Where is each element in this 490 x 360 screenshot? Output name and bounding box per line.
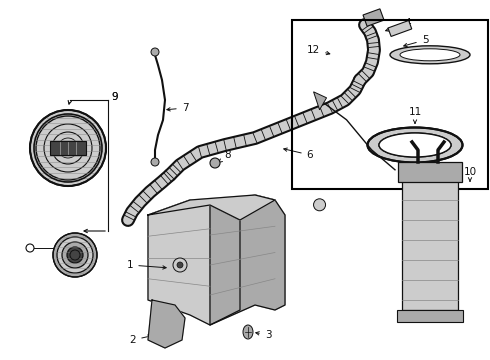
Circle shape bbox=[210, 158, 220, 168]
Circle shape bbox=[151, 158, 159, 166]
Text: 9: 9 bbox=[112, 92, 118, 102]
Ellipse shape bbox=[400, 49, 460, 61]
Text: 3: 3 bbox=[256, 330, 271, 340]
Circle shape bbox=[70, 250, 80, 260]
Circle shape bbox=[177, 262, 183, 268]
Bar bbox=[397, 310, 463, 322]
Polygon shape bbox=[148, 200, 240, 325]
Bar bbox=[363, 9, 384, 26]
Text: 2: 2 bbox=[130, 335, 151, 345]
Text: 5: 5 bbox=[404, 35, 428, 47]
Circle shape bbox=[52, 132, 84, 164]
Circle shape bbox=[58, 138, 78, 158]
Text: 10: 10 bbox=[464, 167, 477, 177]
Text: 4: 4 bbox=[386, 18, 411, 31]
Circle shape bbox=[151, 48, 159, 56]
Bar bbox=[398, 162, 462, 182]
Bar bbox=[292, 20, 488, 189]
Circle shape bbox=[314, 199, 325, 211]
Ellipse shape bbox=[243, 325, 253, 339]
Circle shape bbox=[53, 233, 97, 277]
Text: 6: 6 bbox=[284, 148, 313, 160]
Polygon shape bbox=[210, 195, 285, 325]
Text: 1: 1 bbox=[127, 260, 166, 270]
Ellipse shape bbox=[368, 127, 463, 162]
Circle shape bbox=[67, 247, 83, 263]
Circle shape bbox=[30, 110, 106, 186]
Text: 9: 9 bbox=[112, 92, 118, 102]
Circle shape bbox=[44, 124, 92, 172]
Bar bbox=[388, 21, 412, 36]
Text: 7: 7 bbox=[167, 103, 188, 113]
Circle shape bbox=[36, 116, 100, 180]
Bar bbox=[402, 180, 458, 310]
Circle shape bbox=[173, 258, 187, 272]
Ellipse shape bbox=[390, 46, 470, 64]
Ellipse shape bbox=[379, 133, 451, 157]
Text: 12: 12 bbox=[307, 45, 330, 55]
Text: 11: 11 bbox=[408, 107, 421, 123]
Circle shape bbox=[62, 242, 88, 268]
Text: 8: 8 bbox=[219, 150, 231, 162]
Polygon shape bbox=[148, 300, 185, 348]
Polygon shape bbox=[148, 195, 275, 220]
Circle shape bbox=[57, 237, 93, 273]
Bar bbox=[50, 141, 86, 155]
Polygon shape bbox=[314, 92, 326, 110]
